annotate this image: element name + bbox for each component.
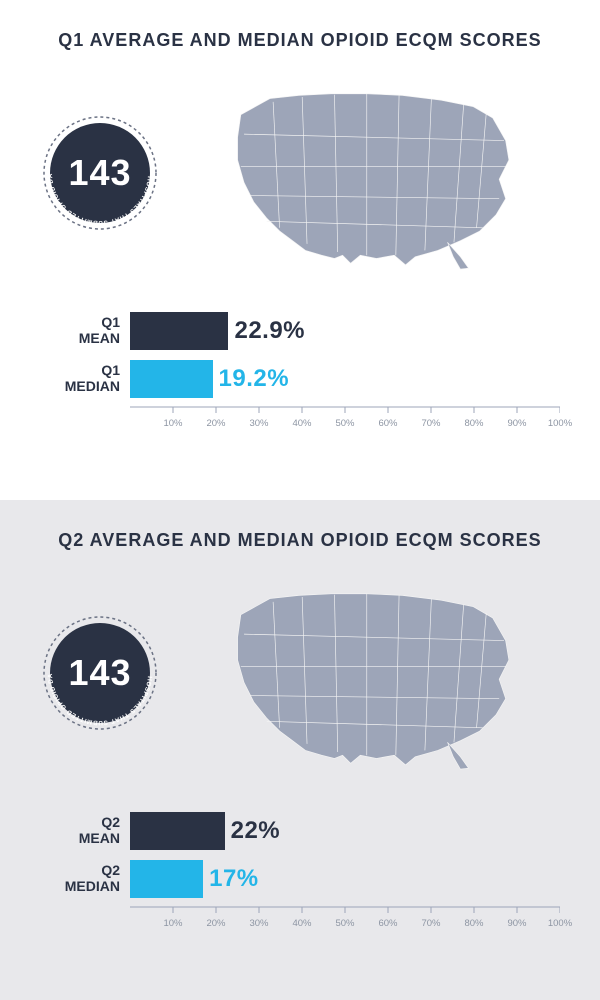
- axis-tick: 60%: [378, 918, 397, 929]
- bar-label-line1: Q2: [40, 863, 120, 878]
- bar: 22%: [130, 812, 225, 850]
- q2-chart: Q2MEAN22%Q2MEDIAN17% 10%20%30%40%50%60%7…: [40, 810, 560, 907]
- axis-tick: 10%: [163, 918, 182, 929]
- q1-badge-number-wrap: 143: [40, 113, 160, 233]
- q2-badge: HOSPITALS THAT SUBMITTED OPIOID DATA 143: [40, 613, 160, 733]
- bar-label-line1: Q1: [40, 315, 120, 330]
- q1-chart: Q1MEAN22.9%Q1MEDIAN19.2% 10%20%30%40%50%…: [40, 310, 560, 407]
- bar-label-line1: Q2: [40, 815, 120, 830]
- bar-row: Q1MEDIAN19.2%: [130, 358, 560, 400]
- q1-axis: 10%20%30%40%50%60%70%80%90%100%: [130, 406, 560, 407]
- q1-hero: HOSPITALS THAT SUBMITTED OPIOID DATA 143: [40, 76, 560, 270]
- q1-usa-map: [180, 76, 560, 270]
- q2-hero: HOSPITALS THAT SUBMITTED OPIOID DATA 143: [40, 576, 560, 770]
- axis-tick: 30%: [249, 418, 268, 429]
- q1-ticks: 10%20%30%40%50%60%70%80%90%100%: [130, 418, 560, 432]
- bar-label-line2: MEDIAN: [40, 879, 120, 894]
- bar-label: Q1MEDIAN: [40, 363, 120, 394]
- axis-tick: 100%: [548, 918, 572, 929]
- bar-label-line2: MEDIAN: [40, 379, 120, 394]
- bar-row: Q1MEAN22.9%: [130, 310, 560, 352]
- q1-panel: Q1 AVERAGE AND MEDIAN OPIOID ECQM SCORES…: [0, 0, 600, 500]
- axis-tick: 20%: [206, 418, 225, 429]
- q2-usa-map: [180, 576, 560, 770]
- q2-axis: 10%20%30%40%50%60%70%80%90%100%: [130, 906, 560, 907]
- bar-label-line2: MEAN: [40, 331, 120, 346]
- axis-line-icon: [130, 406, 560, 414]
- bar-row: Q2MEDIAN17%: [130, 858, 560, 900]
- axis-tick: 50%: [335, 918, 354, 929]
- bar-label: Q2MEDIAN: [40, 863, 120, 894]
- q1-badge-number: 143: [68, 152, 131, 194]
- bar-value: 22%: [231, 817, 281, 845]
- axis-tick: 20%: [206, 918, 225, 929]
- q1-title: Q1 AVERAGE AND MEDIAN OPIOID ECQM SCORES: [40, 30, 560, 51]
- bar-value: 17%: [209, 865, 259, 893]
- bar: 22.9%: [130, 312, 228, 350]
- bar-label: Q1MEAN: [40, 315, 120, 346]
- bar-label-line2: MEAN: [40, 831, 120, 846]
- bar-label: Q2MEAN: [40, 815, 120, 846]
- axis-line-icon: [130, 906, 560, 914]
- axis-tick: 80%: [464, 418, 483, 429]
- q2-badge-number-wrap: 143: [40, 613, 160, 733]
- axis-tick: 40%: [292, 918, 311, 929]
- q1-badge: HOSPITALS THAT SUBMITTED OPIOID DATA 143: [40, 113, 160, 233]
- axis-tick: 30%: [249, 918, 268, 929]
- axis-tick: 70%: [421, 418, 440, 429]
- axis-tick: 40%: [292, 418, 311, 429]
- axis-tick: 70%: [421, 918, 440, 929]
- axis-tick: 90%: [507, 918, 526, 929]
- axis-tick: 80%: [464, 918, 483, 929]
- axis-tick: 90%: [507, 418, 526, 429]
- bar-value: 22.9%: [234, 317, 305, 345]
- bar: 19.2%: [130, 360, 213, 398]
- usa-map-icon: [215, 76, 525, 270]
- q2-badge-number: 143: [68, 652, 131, 694]
- q2-panel: Q2 AVERAGE AND MEDIAN OPIOID ECQM SCORES…: [0, 500, 600, 1000]
- axis-tick: 10%: [163, 418, 182, 429]
- bar-value: 19.2%: [219, 365, 290, 393]
- bar-label-line1: Q1: [40, 363, 120, 378]
- usa-map-icon: [215, 576, 525, 770]
- axis-tick: 50%: [335, 418, 354, 429]
- axis-tick: 60%: [378, 418, 397, 429]
- bar-row: Q2MEAN22%: [130, 810, 560, 852]
- bar: 17%: [130, 860, 203, 898]
- axis-tick: 100%: [548, 418, 572, 429]
- q2-title: Q2 AVERAGE AND MEDIAN OPIOID ECQM SCORES: [40, 530, 560, 551]
- q2-ticks: 10%20%30%40%50%60%70%80%90%100%: [130, 918, 560, 932]
